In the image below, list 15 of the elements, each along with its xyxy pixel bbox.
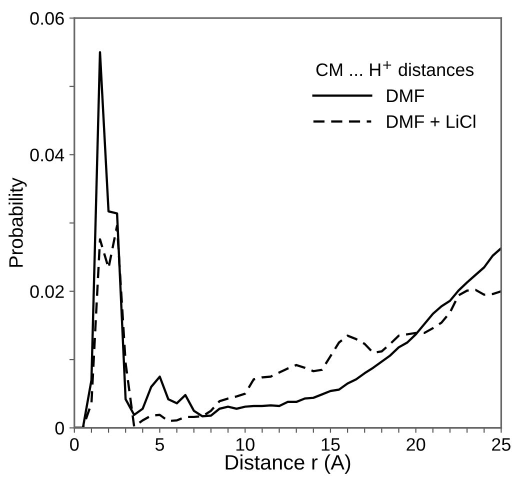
x-tick-label: 20 [406,438,426,451]
x-axis-title: Distance r (A) [226,454,350,474]
x-tick-label: 25 [492,438,510,451]
y-tick-label: 0 [55,422,64,435]
y-tick-label: 0.06 [30,12,64,25]
y-tick-label: 0.04 [30,148,64,162]
x-tick-label: 0 [70,438,79,451]
x-tick-label: 5 [155,438,164,451]
x-tick-label: 10 [236,438,254,451]
y-axis-title: Probability [8,178,27,267]
legend-label: DMF + LiCl [387,114,476,128]
x-tick-label: 15 [322,438,340,451]
y-tick-label: 0.02 [30,285,64,298]
legend-title: CM ... H$^{+}$ distances [316,61,474,76]
legend-label: DMF [387,90,424,102]
